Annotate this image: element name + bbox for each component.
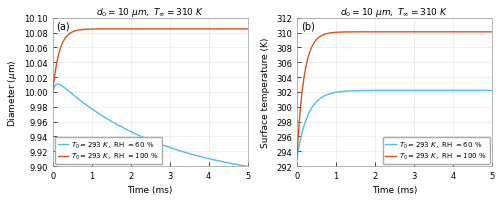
$T_0 = 293\ K$,  RH $= 60\ \%$ [420,90,426,92]
$T_0 = 293\ K$,  RH $= 60\ \%$ [489,90,495,92]
$T_0 = 293\ K$,  RH $= 100\ \%$ [489,31,495,34]
Title: $d_0 = 10\ \mu m,\ T_\infty = 310\ K$: $d_0 = 10\ \mu m,\ T_\infty = 310\ K$ [96,6,204,18]
$T_0 = 293\ K$,  RH $= 100\ \%$ [210,28,216,31]
$T_0 = 293\ K$,  RH $= 100\ \%$ [50,91,56,94]
Line: $T_0 = 293\ K$,  RH $= 100\ \%$: $T_0 = 293\ K$, RH $= 100\ \%$ [297,33,492,159]
Title: $d_0 = 10\ \mu m,\ T_\infty = 310\ K$: $d_0 = 10\ \mu m,\ T_\infty = 310\ K$ [340,6,448,18]
$T_0 = 293\ K$,  RH $= 100\ \%$ [294,158,300,160]
$T_0 = 293\ K$,  RH $= 60\ \%$ [55,84,61,86]
X-axis label: Time (ms): Time (ms) [128,186,173,194]
$T_0 = 293\ K$,  RH $= 100\ \%$ [124,28,130,31]
$T_0 = 293\ K$,  RH $= 60\ \%$ [440,90,446,92]
Text: (b): (b) [300,22,314,32]
X-axis label: Time (ms): Time (ms) [372,186,417,194]
Legend: $T_0 = 293\ K$,  RH $= 60\ \%$, $T_0 = 293\ K$,  RH $= 100\ \%$: $T_0 = 293\ K$, RH $= 60\ \%$, $T_0 = 29… [55,137,162,164]
$T_0 = 293\ K$,  RH $= 60\ \%$ [210,159,216,161]
$T_0 = 293\ K$,  RH $= 60\ \%$ [195,155,201,157]
$T_0 = 293\ K$,  RH $= 60\ \%$ [124,129,130,131]
$T_0 = 293\ K$,  RH $= 60\ \%$ [176,150,182,152]
$T_0 = 293\ K$,  RH $= 100\ \%$ [411,31,417,34]
$T_0 = 293\ K$,  RH $= 100\ \%$ [440,31,446,34]
$T_0 = 293\ K$,  RH $= 100\ \%$ [454,31,460,34]
Text: (a): (a) [56,22,70,32]
Legend: $T_0 = 293\ K$,  RH $= 60\ \%$, $T_0 = 293\ K$,  RH $= 100\ \%$: $T_0 = 293\ K$, RH $= 60\ \%$, $T_0 = 29… [382,137,490,164]
$T_0 = 293\ K$,  RH $= 60\ \%$ [411,90,417,92]
$T_0 = 293\ K$,  RH $= 60\ \%$ [244,165,250,168]
$T_0 = 293\ K$,  RH $= 100\ \%$ [244,28,250,31]
Y-axis label: Diameter ($\mu$m): Diameter ($\mu$m) [6,59,18,126]
$T_0 = 293\ K$,  RH $= 60\ \%$ [368,90,374,92]
$T_0 = 293\ K$,  RH $= 100\ \%$ [176,28,182,31]
$T_0 = 293\ K$,  RH $= 60\ \%$ [50,91,56,94]
$T_0 = 293\ K$,  RH $= 60\ \%$ [294,158,300,160]
$T_0 = 293\ K$,  RH $= 60\ \%$ [454,90,460,92]
Line: $T_0 = 293\ K$,  RH $= 60\ \%$: $T_0 = 293\ K$, RH $= 60\ \%$ [297,91,492,159]
Line: $T_0 = 293\ K$,  RH $= 100\ \%$: $T_0 = 293\ K$, RH $= 100\ \%$ [52,30,248,92]
Line: $T_0 = 293\ K$,  RH $= 60\ \%$: $T_0 = 293\ K$, RH $= 60\ \%$ [52,85,248,167]
Y-axis label: Surface temperature (K): Surface temperature (K) [262,37,270,147]
$T_0 = 293\ K$,  RH $= 60\ \%$ [166,147,172,149]
$T_0 = 293\ K$,  RH $= 100\ \%$ [85,29,91,31]
$T_0 = 293\ K$,  RH $= 100\ \%$ [420,31,426,34]
$T_0 = 293\ K$,  RH $= 100\ \%$ [244,28,250,31]
$T_0 = 293\ K$,  RH $= 100\ \%$ [166,28,172,31]
$T_0 = 293\ K$,  RH $= 60\ \%$ [85,106,91,108]
$T_0 = 293\ K$,  RH $= 100\ \%$ [330,32,336,35]
$T_0 = 293\ K$,  RH $= 100\ \%$ [195,28,201,31]
$T_0 = 293\ K$,  RH $= 100\ \%$ [368,31,374,34]
$T_0 = 293\ K$,  RH $= 60\ \%$ [330,92,336,95]
